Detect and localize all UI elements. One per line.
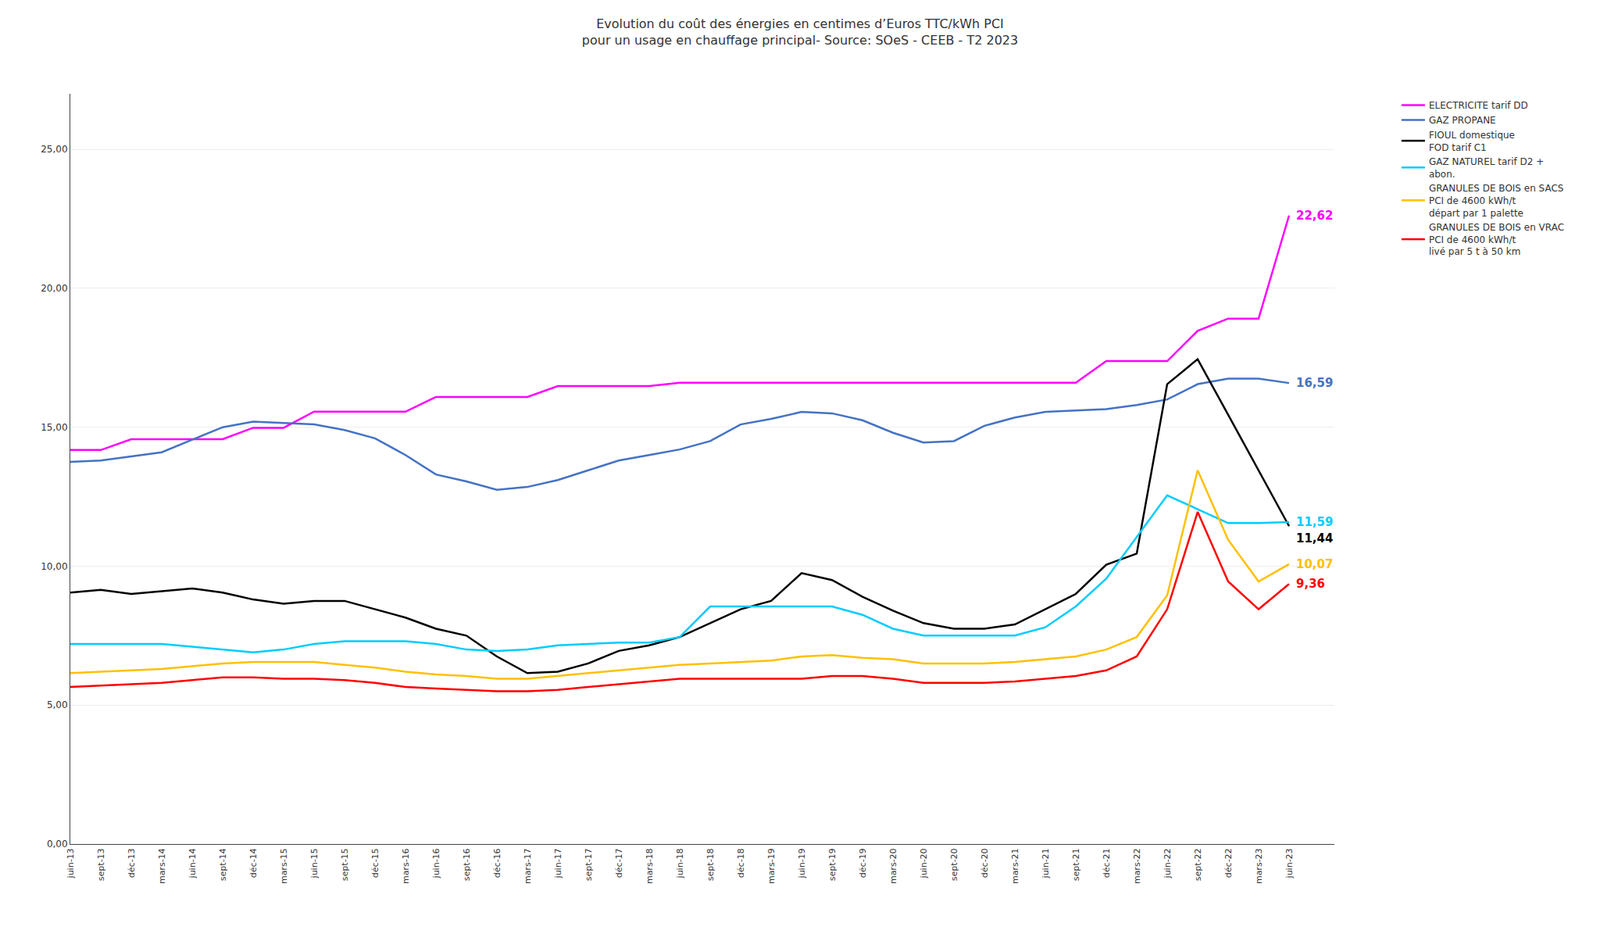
svg-text:sept-20: sept-20: [949, 847, 960, 881]
svg-text:juin-15: juin-15: [309, 847, 320, 879]
svg-text:sept-19: sept-19: [827, 847, 838, 881]
svg-text:juin-14: juin-14: [187, 847, 198, 879]
svg-text:sept-21: sept-21: [1071, 847, 1082, 881]
svg-text:GAZ NATUREL tarif D2 +abon.: GAZ NATUREL tarif D2 +abon.: [1428, 156, 1544, 180]
svg-text:mars-16: mars-16: [400, 847, 411, 884]
svg-text:22,62: 22,62: [1296, 208, 1333, 223]
svg-text:juin-20: juin-20: [918, 847, 929, 879]
svg-text:déc-14: déc-14: [248, 847, 259, 878]
svg-text:juin-16: juin-16: [431, 847, 442, 879]
svg-text:sept-13: sept-13: [96, 847, 107, 881]
svg-text:déc-18: déc-18: [735, 847, 747, 878]
svg-text:GRANULES DE BOIS en VRACPCI de: GRANULES DE BOIS en VRACPCI de 4600 kWh/…: [1428, 221, 1565, 258]
svg-text:mars-22: mars-22: [1132, 847, 1143, 884]
svg-text:juin-18: juin-18: [675, 847, 686, 879]
svg-text:déc-21: déc-21: [1101, 847, 1112, 878]
svg-text:mars-20: mars-20: [888, 847, 899, 884]
svg-text:mars-19: mars-19: [766, 847, 777, 884]
svg-text:ELECTRICITE tarif DD: ELECTRICITE tarif DD: [1428, 100, 1529, 111]
svg-text:déc-16: déc-16: [492, 847, 503, 878]
svg-text:juin-13: juin-13: [65, 847, 76, 879]
svg-text:déc-19: déc-19: [857, 847, 868, 878]
svg-text:déc-17: déc-17: [614, 847, 625, 878]
svg-text:sept-18: sept-18: [705, 847, 716, 881]
svg-text:9,36: 9,36: [1296, 576, 1325, 591]
svg-text:11,59: 11,59: [1296, 514, 1333, 529]
svg-text:sept-14: sept-14: [217, 847, 229, 881]
svg-text:sept-16: sept-16: [461, 847, 472, 881]
svg-text:20,00: 20,00: [40, 282, 68, 294]
svg-text:GAZ PROPANE: GAZ PROPANE: [1428, 114, 1497, 126]
svg-text:mars-23: mars-23: [1253, 847, 1265, 884]
svg-text:25,00: 25,00: [40, 143, 68, 155]
svg-text:10,00: 10,00: [40, 560, 68, 572]
svg-text:déc-13: déc-13: [126, 847, 137, 878]
svg-text:Evolution du coût des énergies: Evolution du coût des énergies en centim…: [582, 16, 1018, 48]
svg-text:déc-22: déc-22: [1223, 847, 1234, 878]
svg-text:mars-17: mars-17: [522, 847, 533, 884]
svg-text:11,44: 11,44: [1296, 531, 1333, 546]
svg-text:sept-17: sept-17: [583, 847, 594, 881]
svg-text:juin-19: juin-19: [796, 847, 808, 879]
svg-text:mars-18: mars-18: [644, 847, 655, 884]
svg-text:mars-15: mars-15: [278, 847, 290, 884]
svg-text:juin-23: juin-23: [1284, 847, 1295, 879]
svg-text:10,07: 10,07: [1296, 557, 1333, 572]
svg-text:juin-17: juin-17: [553, 847, 564, 879]
svg-text:sept-15: sept-15: [339, 847, 350, 881]
svg-text:juin-22: juin-22: [1162, 847, 1173, 879]
svg-text:0,00: 0,00: [46, 838, 68, 850]
svg-text:15,00: 15,00: [40, 421, 68, 433]
svg-text:mars-21: mars-21: [1010, 847, 1021, 884]
svg-text:sept-22: sept-22: [1192, 847, 1204, 881]
svg-text:5,00: 5,00: [46, 699, 68, 711]
svg-text:GRANULES DE BOIS en SACSPCI de: GRANULES DE BOIS en SACSPCI de 4600 kWh/…: [1428, 182, 1565, 218]
svg-text:mars-14: mars-14: [157, 847, 168, 884]
svg-text:FIOUL domestiqueFOD tarif C1: FIOUL domestiqueFOD tarif C1: [1428, 129, 1515, 154]
svg-text:déc-15: déc-15: [370, 847, 381, 878]
svg-text:16,59: 16,59: [1296, 375, 1333, 390]
svg-text:déc-20: déc-20: [979, 847, 990, 878]
svg-text:juin-21: juin-21: [1040, 847, 1051, 879]
